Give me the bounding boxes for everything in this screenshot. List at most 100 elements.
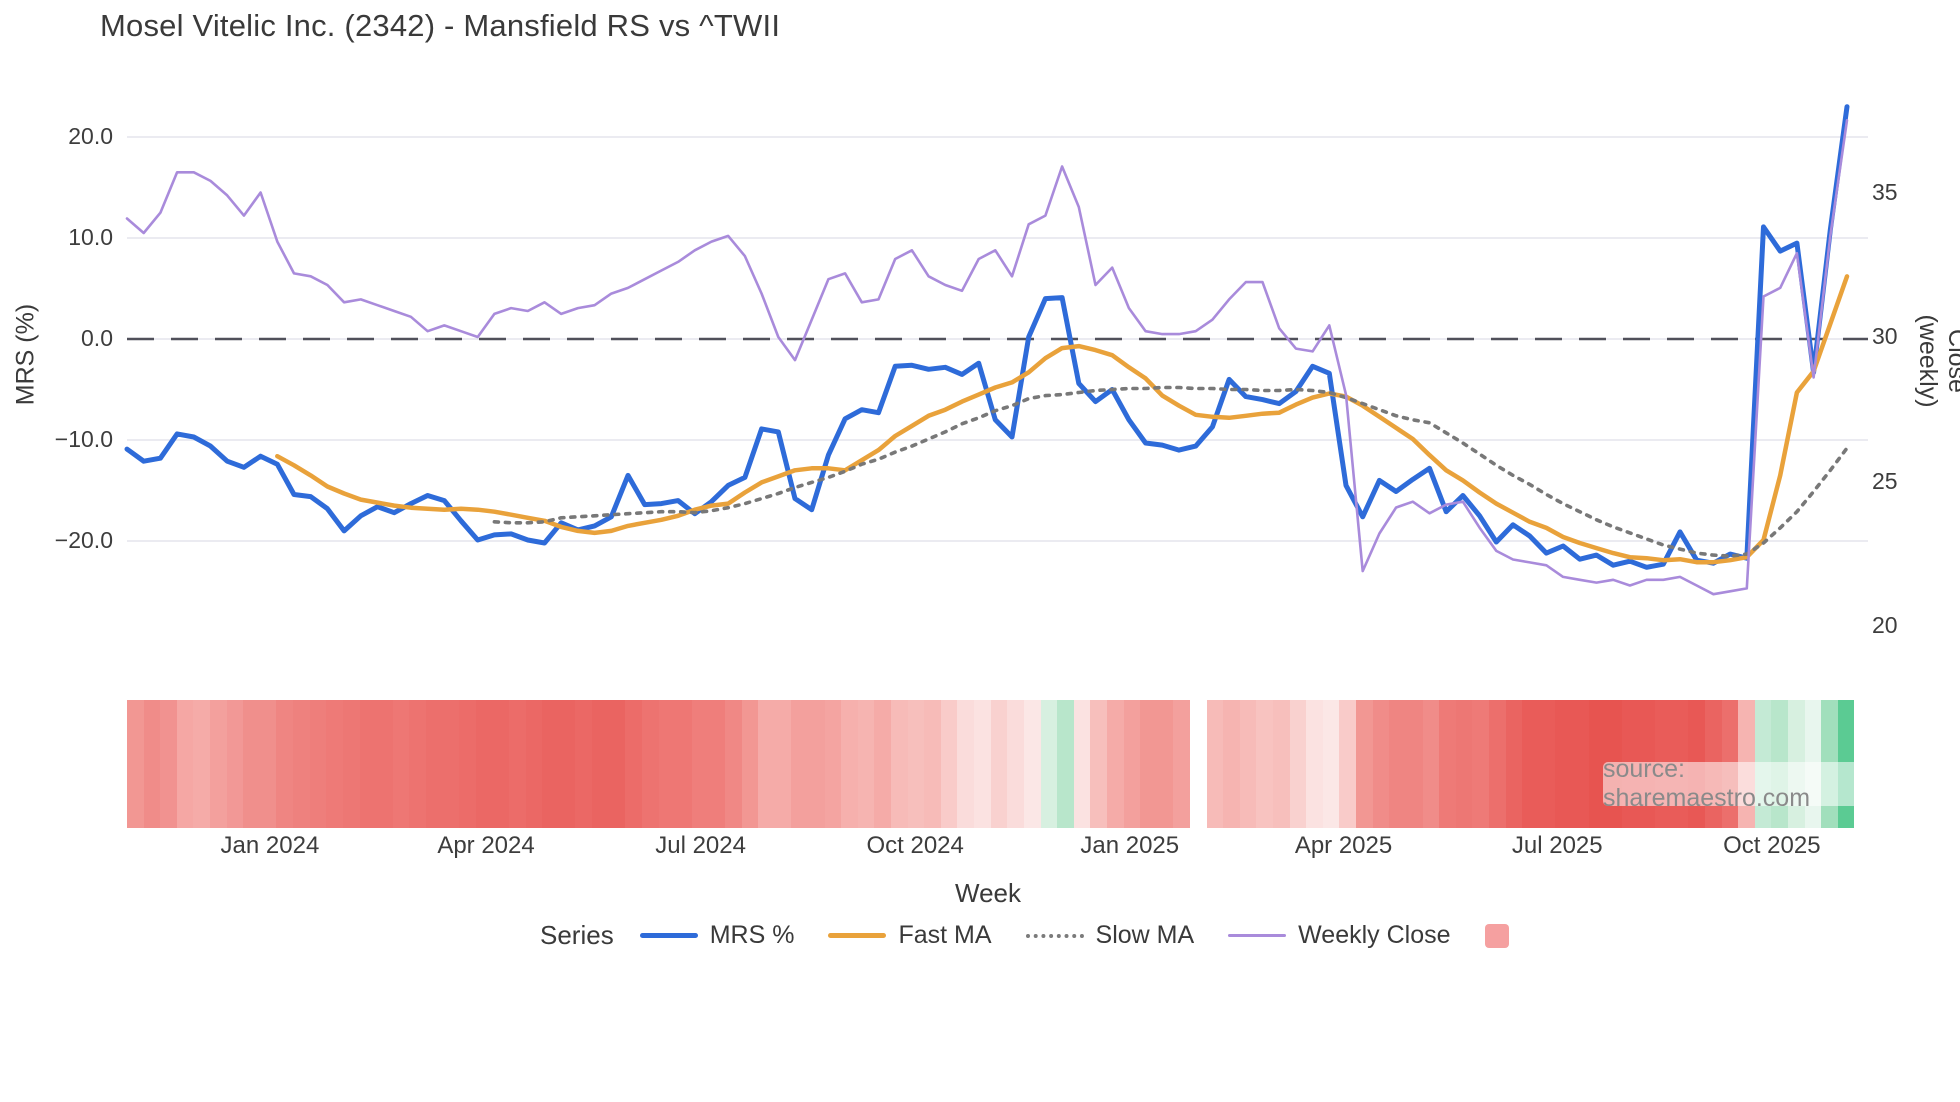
x-tick-label: Apr 2025: [1294, 832, 1393, 859]
heat-cell: [907, 700, 925, 828]
heat-cell: [1339, 700, 1357, 828]
heat-cell: [1256, 700, 1274, 828]
x-tick-label: Apr 2024: [437, 832, 535, 859]
heat-cell: [1505, 700, 1523, 828]
heat-cell: [791, 700, 808, 828]
heat-cell: [1289, 700, 1307, 828]
fast-ma-line-swatch-icon: [828, 933, 887, 938]
heat-cell: [774, 700, 792, 828]
heat-cell: [293, 700, 310, 828]
y-left-tick-label: 10.0: [68, 224, 113, 250]
heat-cell: [442, 700, 460, 828]
heat-cell: [990, 700, 1008, 828]
heat-cell: [1206, 700, 1224, 828]
watermark-badge: source: sharemaestro.com: [1603, 755, 1895, 812]
watermark-text: source: sharemaestro.com: [1603, 755, 1811, 812]
heat-cell: [1572, 700, 1589, 828]
heat-cell: [1538, 700, 1556, 828]
heat-cell: [409, 700, 426, 828]
heat-cell: [1073, 700, 1091, 828]
heat-cell: [1190, 700, 1207, 828]
heat-cell: [1555, 700, 1573, 828]
heat-cell: [741, 700, 759, 828]
legend-item-slow-ma[interactable]: Slow MA: [1025, 921, 1195, 950]
y-right-tick-label: 20: [1872, 612, 1898, 638]
heat-cell: [259, 700, 277, 828]
heat-cell: [1273, 700, 1290, 828]
heat-cell: [891, 700, 908, 828]
heatmap-strip: [127, 700, 1855, 828]
mrs-line-swatch-icon: [639, 933, 698, 938]
heat-cell: [641, 700, 659, 828]
heat-cell: [1372, 700, 1390, 828]
heat-cell: [724, 700, 742, 828]
y-left-tick-label: −20.0: [54, 527, 113, 553]
heat-cell: [1322, 700, 1340, 828]
legend-item-mrs[interactable]: MRS %: [639, 921, 794, 950]
heat-cell: [1106, 700, 1124, 828]
heat-cell: [1156, 700, 1174, 828]
heat-cell: [475, 700, 493, 828]
heat-cell: [326, 700, 343, 828]
y-left-tick-label: −10.0: [54, 426, 113, 452]
heat-cell: [1405, 700, 1423, 828]
heat-cell: [1522, 700, 1539, 828]
heat-cell: [974, 700, 991, 828]
heat-cell: [509, 700, 526, 828]
heat-cell: [1223, 700, 1240, 828]
heat-cell: [924, 700, 941, 828]
x-tick-label: Jan 2025: [1080, 832, 1180, 859]
heat-cell: [1090, 700, 1107, 828]
heat-cell: [143, 700, 161, 828]
heat-cell: [758, 700, 775, 828]
x-tick-label: Oct 2024: [866, 832, 964, 859]
x-tick-label: Jul 2024: [655, 832, 746, 859]
heat-cell: [1040, 700, 1058, 828]
heat-cell: [857, 700, 875, 828]
y-axis-left-title: MRS (%): [11, 303, 40, 406]
heat-cell: [1239, 700, 1257, 828]
heat-cell: [940, 700, 958, 828]
heat-cell: [243, 700, 260, 828]
heatmap-swatch-icon: [1484, 923, 1509, 948]
heat-cell: [1140, 700, 1157, 828]
weekly-close-line-swatch-icon: [1228, 934, 1287, 937]
heat-cell: [1389, 700, 1406, 828]
heat-cell: [276, 700, 294, 828]
legend-item-weekly-close[interactable]: Weekly Close: [1228, 921, 1451, 950]
legend-item-heatmap[interactable]: [1484, 923, 1509, 948]
series-line-fast-ma: [275, 274, 1850, 565]
legend: Series MRS % Fast MA Slow MA Weekly Clos…: [540, 920, 1543, 951]
heat-cell: [558, 700, 576, 828]
heat-cell: [1588, 700, 1606, 828]
heat-cell: [1306, 700, 1323, 828]
y-left-tick-label: 20.0: [68, 123, 113, 149]
heat-cell: [425, 700, 443, 828]
legend-item-label: Fast MA: [898, 921, 992, 949]
legend-item-label: Slow MA: [1095, 921, 1195, 949]
legend-item-fast-ma[interactable]: Fast MA: [828, 921, 992, 950]
heat-cell: [359, 700, 377, 828]
heat-cell: [1057, 700, 1074, 828]
legend-item-label: Weekly Close: [1298, 921, 1451, 949]
heat-cell: [575, 700, 593, 828]
heat-cell: [824, 700, 842, 828]
y-right-tick-label: 30: [1872, 323, 1898, 349]
heat-cell: [841, 700, 858, 828]
x-tick-label: Oct 2025: [1723, 832, 1821, 859]
heat-cell: [1023, 700, 1041, 828]
y-left-tick-label: 0.0: [81, 325, 113, 351]
legend-title: Series: [540, 920, 614, 950]
heat-cell: [691, 700, 709, 828]
heat-cell: [342, 700, 360, 828]
heat-cell: [459, 700, 476, 828]
heat-cell: [1472, 700, 1489, 828]
heat-cell: [376, 700, 393, 828]
y-right-tick-label: 25: [1872, 467, 1898, 494]
heat-cell: [210, 700, 227, 828]
heat-cell: [658, 700, 676, 828]
heat-cell: [392, 700, 410, 828]
heat-cell: [625, 700, 642, 828]
y-right-tick-label: 35: [1872, 178, 1898, 205]
heat-cell: [127, 700, 144, 828]
